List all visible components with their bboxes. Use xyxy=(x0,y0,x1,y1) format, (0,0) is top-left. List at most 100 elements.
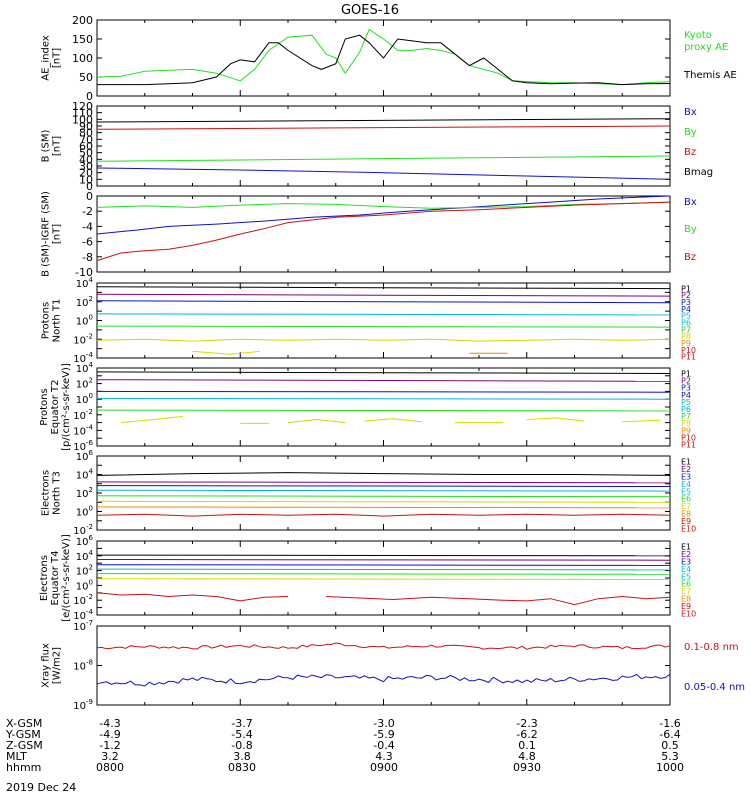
series-line xyxy=(96,125,671,130)
panel-frame xyxy=(96,105,671,187)
legend-label: P6 xyxy=(681,319,691,328)
series-line xyxy=(96,513,671,517)
y-axis-label: Protons xyxy=(39,388,50,425)
legend-label: E3 xyxy=(681,558,691,567)
legend-label: P9 xyxy=(681,426,691,435)
series-line xyxy=(192,350,260,355)
y-axis-label: Equator T2 xyxy=(50,380,61,435)
time-row-value: -1.6 xyxy=(659,717,680,730)
series-line xyxy=(96,118,671,123)
series-line xyxy=(120,415,183,424)
time-row-value: -1.2 xyxy=(99,739,120,752)
y-tick-label: -2 xyxy=(82,205,93,218)
time-axis-table: X-GSM -4.3 -3.7 -3.0 -2.3 -1.6 Y-GSM -4.9 -5.4 -5… xyxy=(5,717,684,774)
y-axis-label: [p/(cm²-s-sr-keV)] xyxy=(61,363,72,451)
series-line xyxy=(96,485,671,487)
legend-label: E7 xyxy=(681,587,691,596)
legend-label: E10 xyxy=(681,524,696,533)
legend-label: E6 xyxy=(681,495,691,504)
legend-label: E8 xyxy=(681,510,691,519)
panel-3: -10 -8 -6 -4 -2 0 B (SM)-IGRF (SM) [nT] Bx By Bz xyxy=(41,190,697,279)
series-line xyxy=(96,325,671,328)
y-axis-label: [nT] xyxy=(52,48,63,68)
legend-label: E2 xyxy=(681,465,691,474)
legend-label: proxy AE xyxy=(684,42,728,53)
series-line xyxy=(96,495,671,498)
series-line xyxy=(96,155,671,162)
legend-label: E4 xyxy=(681,565,691,574)
legend-label: P7 xyxy=(681,412,691,421)
y-tick-label: -10 xyxy=(75,266,93,279)
legend-label: P3 xyxy=(681,298,691,307)
y-tick-label: 104 xyxy=(76,361,94,375)
y-tick-label: 10-2 xyxy=(73,332,93,346)
y-tick-label: 70 xyxy=(79,133,93,146)
y-tick-label: 10-9 xyxy=(73,698,93,712)
y-axis-label: [e/(cm²-s-sr-keV)] xyxy=(61,534,72,622)
legend-label: E10 xyxy=(681,609,696,618)
series-line xyxy=(96,167,671,180)
time-row-value: -5.4 xyxy=(231,728,252,741)
series-line xyxy=(96,554,671,557)
y-tick-label: 120 xyxy=(72,100,93,113)
y-tick-label: 100 xyxy=(76,578,93,592)
series-line xyxy=(96,293,671,297)
legend-label: E9 xyxy=(681,517,691,526)
y-axis-label: Electrons xyxy=(41,470,52,516)
time-row-label: X-GSM xyxy=(6,717,42,730)
series-line xyxy=(96,592,289,602)
y-tick-label: -6 xyxy=(82,236,93,249)
legend-label: P8 xyxy=(681,419,691,428)
legend-label: P10 xyxy=(681,433,696,442)
series-line xyxy=(96,300,671,304)
y-axis-label: B (SM)-IGRF (SM) xyxy=(41,191,52,277)
legend-label: P3 xyxy=(681,384,691,393)
series-line xyxy=(96,371,671,374)
legend-label: E6 xyxy=(681,580,691,589)
series-line xyxy=(96,559,671,561)
panel-frame xyxy=(96,625,671,706)
time-row-value: -3.7 xyxy=(231,717,252,730)
legend-label: By xyxy=(684,127,697,138)
time-row-value: -4.3 xyxy=(99,717,120,730)
legend-label: P8 xyxy=(681,332,691,341)
legend-label: P5 xyxy=(681,312,691,321)
y-tick-label: 20 xyxy=(79,167,93,180)
series-line xyxy=(287,418,346,424)
legend-label: E3 xyxy=(681,473,691,482)
legend-label: E9 xyxy=(681,602,691,611)
y-tick-label: 102 xyxy=(76,377,93,391)
legend-label: Bmag xyxy=(684,167,713,178)
y-tick-label: 10-2 xyxy=(73,593,93,607)
series-line xyxy=(96,481,671,484)
y-axis-label: Protons xyxy=(41,302,52,339)
series-line xyxy=(96,379,671,382)
y-tick-label: 30 xyxy=(79,160,93,173)
time-row-value: 4.8 xyxy=(518,750,536,763)
y-tick-label: 106 xyxy=(76,449,94,463)
time-row-value: 3.2 xyxy=(101,750,119,763)
plot-title: GOES-16 xyxy=(341,3,399,18)
series-line xyxy=(326,595,671,606)
time-row-value: -3.0 xyxy=(373,717,394,730)
legend-label: P5 xyxy=(681,398,691,407)
y-axis-label: North T1 xyxy=(52,299,63,343)
legend-label: E7 xyxy=(681,502,691,511)
y-tick-label: 150 xyxy=(72,33,93,46)
series-line xyxy=(96,578,671,580)
legend-label: P1 xyxy=(681,284,691,293)
legend-label: P11 xyxy=(681,353,696,362)
y-axis-label: [W/m2] xyxy=(52,647,63,684)
y-axis-label: [nT] xyxy=(52,136,63,156)
y-axis-label: Equator T4 xyxy=(50,551,61,606)
legend-label: E1 xyxy=(681,543,691,552)
y-tick-label: 10-7 xyxy=(73,619,93,633)
y-tick-label: 100 xyxy=(76,314,93,328)
series-line xyxy=(96,313,671,316)
legend-label: Bx xyxy=(684,197,697,208)
y-tick-label: 110 xyxy=(72,107,93,120)
y-tick-label: 90 xyxy=(79,120,93,133)
y-tick-label: 10-4 xyxy=(73,423,93,437)
